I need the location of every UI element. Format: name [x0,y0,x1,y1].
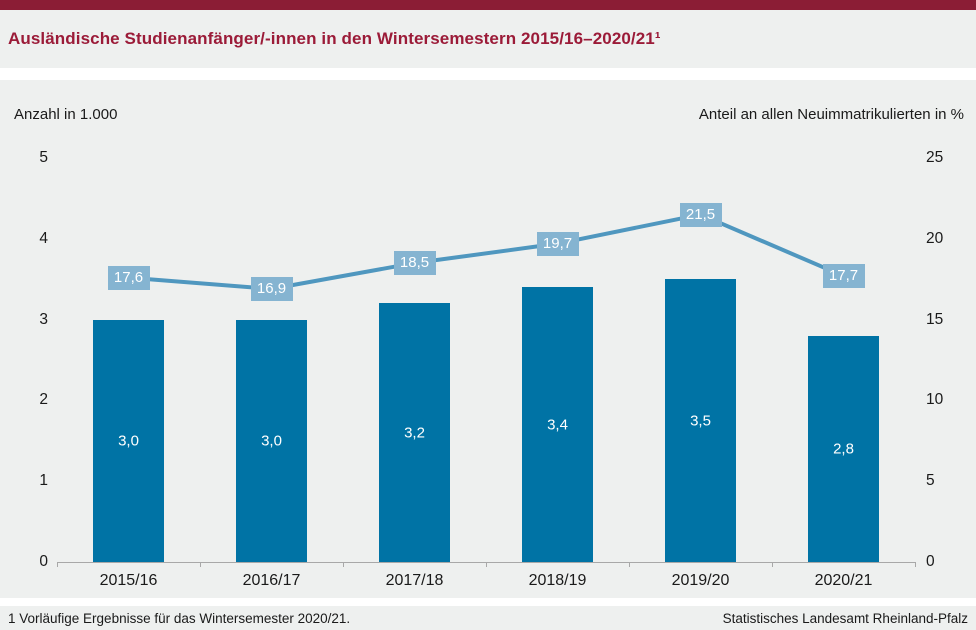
x-axis-tick-mark [486,562,487,567]
left-axis-tick-label: 5 [39,149,48,166]
source-credit: Statistisches Landesamt Rheinland-Pfalz [722,610,968,626]
line-value-label: 19,7 [536,231,579,256]
footnote: 1 Vorläufige Ergebnisse für das Winterse… [8,610,351,626]
bar-value-label: 3,0 [261,432,282,450]
right-axis-tick-label: 10 [926,391,944,409]
x-axis-tick-mark [343,562,344,567]
left-axis-tick-label: 2 [39,391,48,409]
line-value-label: 18,5 [393,251,436,276]
title-band: Ausländische Studienanfänger/-innen in d… [0,10,976,68]
bar: 3,2 [379,303,450,562]
bar-value-label: 2,8 [833,440,854,458]
category-label: 2016/17 [242,572,301,589]
x-axis-tick-mark [629,562,630,567]
bar-value-label: 3,2 [404,424,425,442]
line-value-label: 16,9 [250,276,293,301]
right-axis-caption: Anteil an allen Neuimmatrikulierten in % [698,106,964,123]
bar: 3,5 [665,279,736,562]
category-label: 2015/16 [99,572,158,589]
line-value-label: 21,5 [679,202,722,227]
category-label: 2017/18 [385,572,444,589]
bar-value-label: 3,0 [118,432,139,450]
right-axis-tick-label: 0 [926,553,935,570]
right-axis-tick-label: 25 [926,149,944,166]
bar-value-label: 3,5 [690,412,711,430]
right-axis-tick-label: 15 [926,310,944,328]
plot-area: 0 1 2 3 4 5 0 5 10 15 20 25 2015/16 2016/17 2017/18 201… [0,80,976,598]
bar-value-label: 3,4 [547,416,568,434]
bar: 3,4 [522,287,593,562]
footer: 1 Vorläufige Ergebnisse für das Winterse… [0,606,976,630]
right-axis-tick-label: 5 [926,472,935,490]
bar: 2,8 [808,335,879,562]
header-divider [0,68,976,80]
left-axis-tick-label: 0 [39,553,48,570]
left-axis-tick-label: 3 [39,310,48,328]
chart-panel: Anzahl in 1.000 Anteil an allen Neuimmat… [0,80,976,598]
x-axis-tick-mark [915,562,916,567]
category-label: 2020/21 [814,572,873,589]
x-axis-tick-mark [200,562,201,567]
category-label: 2019/20 [671,572,730,589]
line-value-label: 17,6 [107,265,150,290]
footer-divider [0,598,976,606]
left-axis-tick-label: 1 [39,472,48,490]
category-label: 2018/19 [528,572,587,589]
bar: 3,0 [93,319,164,562]
page-title: Ausländische Studienanfänger/-innen in d… [8,29,661,48]
left-axis-caption: Anzahl in 1.000 [14,106,118,123]
x-axis-tick-mark [57,562,58,567]
x-axis-tick-mark [772,562,773,567]
line-value-label: 17,7 [822,263,865,288]
top-accent-bar [0,0,976,10]
left-axis-tick-label: 4 [39,229,48,247]
bar: 3,0 [236,319,307,562]
right-axis-tick-label: 20 [926,229,944,247]
